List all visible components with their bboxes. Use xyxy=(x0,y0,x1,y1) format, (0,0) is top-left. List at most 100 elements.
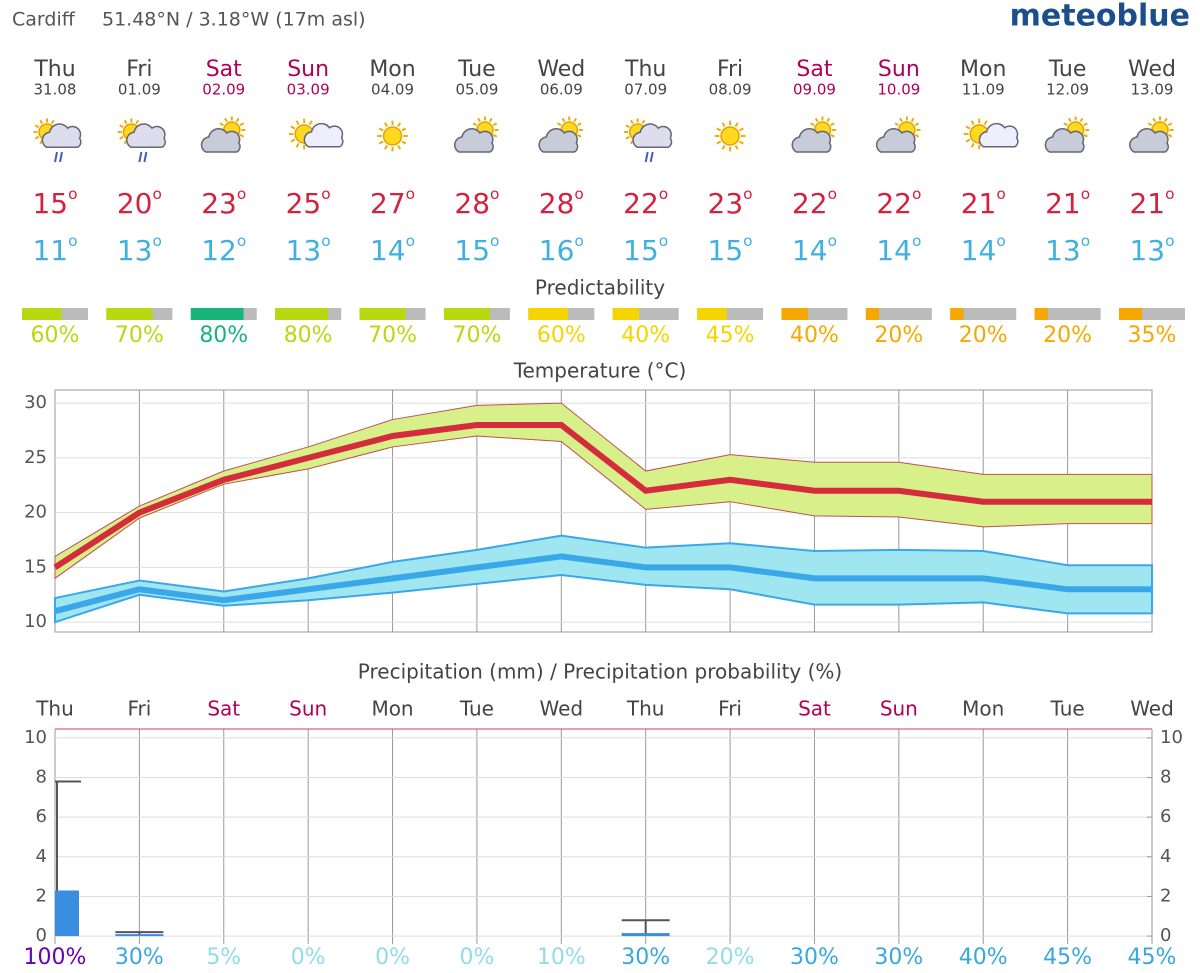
bar xyxy=(55,890,79,937)
max-temp-value: 28 xyxy=(539,187,575,220)
sun-ray xyxy=(239,122,245,127)
min-temp-value: 12 xyxy=(201,234,237,267)
bars xyxy=(55,780,670,937)
probability-label: 5% xyxy=(206,945,241,970)
predictability-bar xyxy=(612,308,640,320)
max-temp: 23o xyxy=(201,184,246,220)
x-tick-label: Sun xyxy=(289,697,327,721)
sun-ray xyxy=(734,122,739,128)
degree: o xyxy=(406,231,415,249)
sun-ray xyxy=(34,124,40,129)
degree: o xyxy=(152,184,161,202)
degree: o xyxy=(68,184,77,202)
probability-label: 0% xyxy=(375,945,410,970)
probability-label: 45% xyxy=(1043,945,1092,970)
error-bar xyxy=(115,931,164,935)
sun-ray xyxy=(738,140,744,145)
day-date: 11.09 xyxy=(962,81,1005,99)
min-temp: 14o xyxy=(370,231,415,267)
sun-ray xyxy=(397,144,402,150)
predictability-bar xyxy=(359,308,406,320)
degree: o xyxy=(321,231,330,249)
y-tick-label: 10 xyxy=(24,727,47,748)
sun-ray xyxy=(492,122,498,127)
sun-ray xyxy=(1079,117,1084,123)
sun-ray xyxy=(50,119,55,125)
day-date: 12.09 xyxy=(1046,81,1089,99)
max-temp: 27o xyxy=(370,184,415,220)
min-temp: 14o xyxy=(792,231,837,267)
brand: meteoblue xyxy=(1010,0,1190,34)
min-temp: 13o xyxy=(117,231,162,267)
band xyxy=(54,534,1153,624)
degree: o xyxy=(1081,231,1090,249)
rain xyxy=(59,151,63,163)
cloud xyxy=(875,128,916,153)
rain xyxy=(54,151,58,163)
sun-ray xyxy=(830,133,835,138)
day-name: Fri xyxy=(126,57,152,82)
max-temp-value: 21 xyxy=(1045,187,1081,220)
sun-ray xyxy=(630,119,634,125)
sun-ray xyxy=(1083,122,1088,127)
cloud xyxy=(453,128,494,153)
max-temp: 15o xyxy=(32,184,77,220)
max-temp-value: 22 xyxy=(623,187,659,220)
max-temp: 22o xyxy=(623,184,668,220)
degree: o xyxy=(574,184,583,202)
predictability-track xyxy=(1034,308,1101,320)
max-temp-value: 15 xyxy=(32,187,68,220)
sun-ray xyxy=(384,122,389,128)
x-tick-label: Mon xyxy=(371,697,413,721)
y2-tick-label: 6 xyxy=(1160,806,1171,827)
min-temp-value: 13 xyxy=(1129,234,1165,267)
sun-ray xyxy=(914,133,920,138)
predictability-label: 20% xyxy=(1043,323,1092,348)
y-tick-label: 10 xyxy=(24,611,47,632)
sun-ray xyxy=(1163,117,1168,123)
max-temp-value: 21 xyxy=(1129,187,1165,220)
predictability-bar xyxy=(697,308,727,320)
day-date: 10.09 xyxy=(877,81,920,99)
day-date: 08.09 xyxy=(709,81,752,99)
sun-ray xyxy=(970,120,975,126)
predictability-label: 20% xyxy=(959,323,1008,348)
day-date: 02.09 xyxy=(202,81,245,99)
sun-ray xyxy=(826,117,831,123)
rain xyxy=(649,151,654,163)
y-tick-label: 6 xyxy=(36,806,47,827)
degree: o xyxy=(1165,184,1174,202)
degree: o xyxy=(828,184,837,202)
min-temp: 16o xyxy=(539,231,584,267)
max-temp-value: 23 xyxy=(201,187,237,220)
sun-ray xyxy=(641,119,646,125)
day-date: 06.09 xyxy=(540,81,583,99)
sun-ray xyxy=(721,144,726,150)
error-bar xyxy=(55,780,81,891)
sun-ray xyxy=(488,117,493,123)
degree: o xyxy=(912,184,921,202)
min-temp: 13o xyxy=(1045,231,1090,267)
probability-label: 20% xyxy=(706,945,755,970)
min-temp-value: 11 xyxy=(32,234,68,267)
x-tick-label: Wed xyxy=(540,697,584,721)
y2-tick-label: 0 xyxy=(1160,925,1171,946)
predictability-label: 45% xyxy=(706,323,755,348)
band xyxy=(54,402,1153,580)
predictability-label: 70% xyxy=(452,323,501,348)
sun-ray xyxy=(384,144,389,150)
y2-tick-label: 10 xyxy=(1160,727,1183,748)
predictability-label: 80% xyxy=(199,323,248,348)
max-temp-value: 25 xyxy=(286,187,322,220)
min-temp: 15o xyxy=(623,231,668,267)
sun-ray xyxy=(477,117,481,123)
sun-ray xyxy=(290,138,296,143)
sun-ray xyxy=(378,140,384,145)
min-temp-value: 14 xyxy=(961,234,997,267)
sun-ray xyxy=(557,122,562,127)
x-tick-label: Thu xyxy=(35,697,74,721)
min-temp-value: 16 xyxy=(539,234,575,267)
day-name: Tue xyxy=(457,57,496,82)
max-temp-value: 28 xyxy=(454,187,490,220)
max-temp: 23o xyxy=(708,184,753,220)
